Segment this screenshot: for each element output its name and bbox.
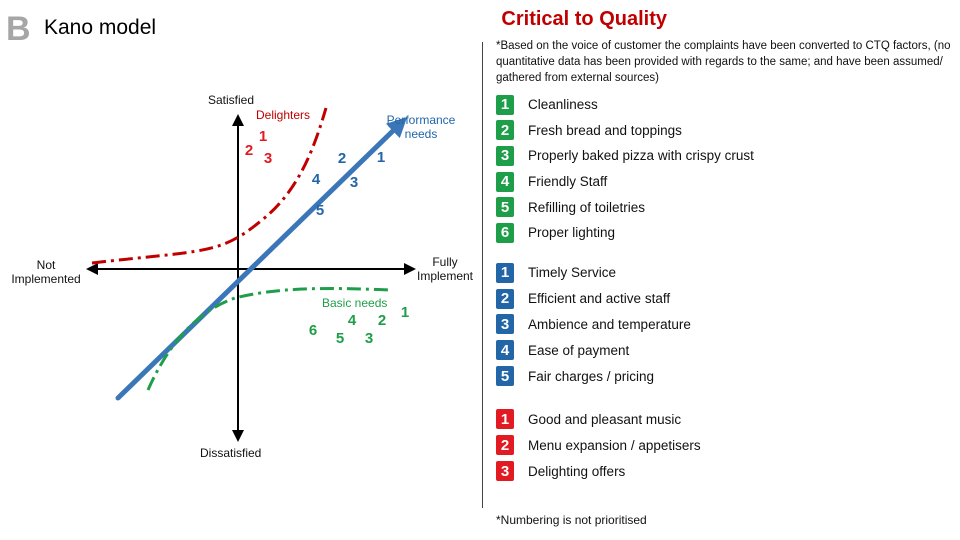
legend-item: 2 Menu expansion / appetisers <box>496 432 701 458</box>
legend-item: 1 Timely Service <box>496 260 691 286</box>
footnote: *Numbering is not prioritised <box>496 513 647 527</box>
legend-item: 1 Good and pleasant music <box>496 406 701 432</box>
legend-text: Friendly Staff <box>528 174 608 190</box>
legend-text: Timely Service <box>528 265 617 281</box>
axis-label-satisfied: Satisfied <box>208 93 255 107</box>
legend-item: 2 Efficient and active staff <box>496 286 691 312</box>
legend-item: 4 Ease of payment <box>496 337 691 363</box>
performance-marker: 2 <box>337 150 347 167</box>
legend-item: 3 Ambience and temperature <box>496 312 691 338</box>
legend-number: 3 <box>496 461 514 481</box>
legend-text: Ambience and temperature <box>528 316 691 332</box>
legend-number: 2 <box>496 120 514 141</box>
legend-item: 1 Cleanliness <box>496 92 754 118</box>
legend-number: 3 <box>496 314 514 335</box>
axis-label-dissatisfied: Dissatisfied <box>200 446 262 460</box>
legend-basic: 1 Cleanliness 2 Fresh bread and toppings 3… <box>496 92 754 246</box>
legend-item: 5 Refilling of toiletries <box>496 194 754 220</box>
legend-number: 1 <box>496 409 514 429</box>
performance-marker: 1 <box>376 149 386 166</box>
basic-marker: 4 <box>347 312 357 329</box>
legend-item: 6 Proper lighting <box>496 220 754 246</box>
legend-number: 3 <box>496 145 514 166</box>
legend-delighters: 1 Good and pleasant music 2 Menu expansion… <box>496 406 701 484</box>
performance-marker: 5 <box>315 202 325 219</box>
legend-number: 2 <box>496 435 514 455</box>
legend-number: 1 <box>496 94 514 115</box>
legend-performance: 1 Timely Service 2 Efficient and active st… <box>496 260 691 389</box>
section-letter: B <box>6 10 31 48</box>
axis-label-not-implemented: Not Implemented <box>11 258 81 286</box>
ctq-title: Critical to Quality <box>501 8 667 30</box>
legend-text: Proper lighting <box>528 225 616 241</box>
legend-text: Cleanliness <box>528 97 598 113</box>
legend-number: 1 <box>496 262 514 283</box>
legend-item: 4 Friendly Staff <box>496 169 754 195</box>
performance-line <box>115 117 408 401</box>
performance-marker: 4 <box>311 171 321 188</box>
basic-marker: 3 <box>364 330 374 347</box>
legend-text: Refilling of toiletries <box>528 199 646 215</box>
legend-number: 5 <box>496 366 514 387</box>
delighter-curve <box>91 107 328 265</box>
legend-text: Ease of payment <box>528 342 630 358</box>
delighter-marker: 1 <box>258 128 268 145</box>
performance-label: Performance needs <box>386 113 456 141</box>
basic-marker: 1 <box>400 304 410 321</box>
legend-number: 4 <box>496 340 514 361</box>
legend-number: 6 <box>496 222 514 243</box>
legend-number: 2 <box>496 288 514 309</box>
legend-item: 5 Fair charges / pricing <box>496 363 691 389</box>
legend-item: 2 Fresh bread and toppings <box>496 118 754 144</box>
legend-item: 3 Delighting offers <box>496 458 701 484</box>
basic-marker: 6 <box>308 322 318 339</box>
basic-curve <box>146 287 391 391</box>
basic-marker: 2 <box>377 312 387 329</box>
legend-text: Efficient and active staff <box>528 291 671 307</box>
delighter-marker: 3 <box>263 150 273 167</box>
delighters-label: Delighters <box>256 108 311 122</box>
vertical-divider <box>482 42 483 508</box>
legend-item: 3 Properly baked pizza with crispy crust <box>496 143 754 169</box>
page-title: Kano model <box>44 16 157 39</box>
performance-marker: 3 <box>349 174 359 191</box>
legend-text: Delighting offers <box>528 463 626 479</box>
delighter-marker: 2 <box>244 142 254 159</box>
legend-text: Properly baked pizza with crispy crust <box>528 148 754 164</box>
legend-text: Fair charges / pricing <box>528 368 655 384</box>
basic-marker: 5 <box>335 330 345 347</box>
legend-number: 4 <box>496 171 514 192</box>
axis-label-fully-implement: Fully Implement <box>416 255 474 283</box>
kano-diagram <box>86 107 416 442</box>
legend-number: 5 <box>496 197 514 218</box>
basic-needs-label: Basic needs <box>322 296 388 310</box>
ctq-note: *Based on the voice of customer the comp… <box>496 40 951 84</box>
legend-text: Menu expansion / appetisers <box>528 437 701 453</box>
legend-text: Fresh bread and toppings <box>528 122 682 138</box>
legend-text: Good and pleasant music <box>528 411 682 427</box>
